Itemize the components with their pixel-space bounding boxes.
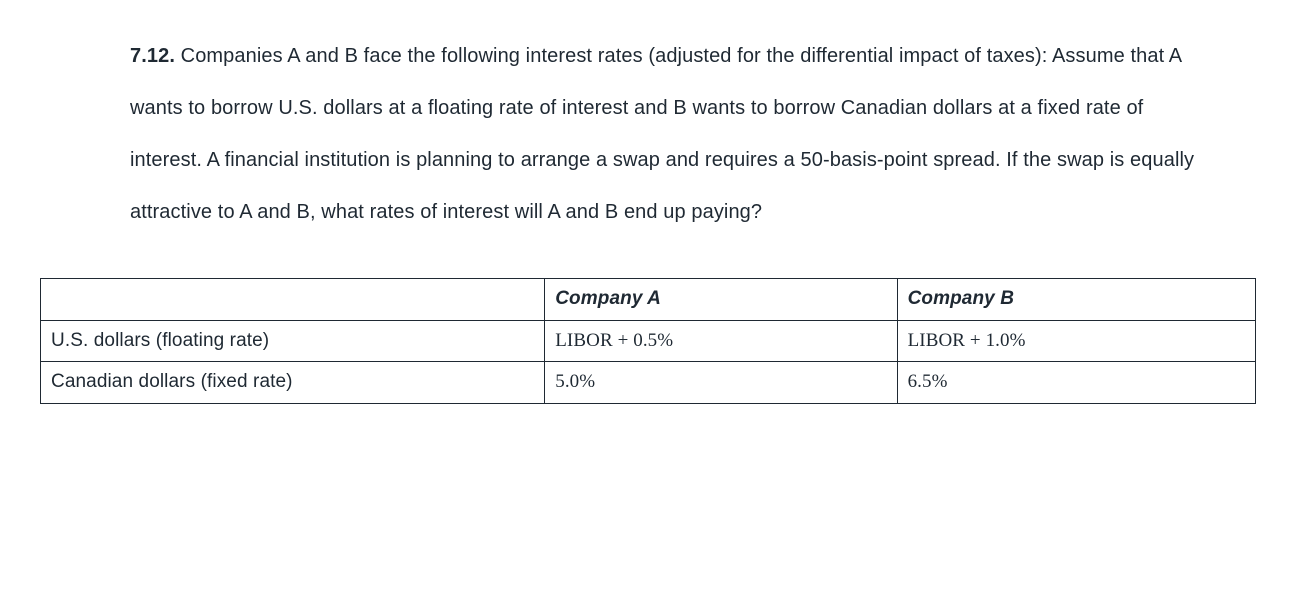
column-header-company-a: Company A [545,279,897,321]
table-header-row: Company A Company B [41,279,1256,321]
question-text: Companies A and B face the following int… [130,45,1194,223]
rate-usd-company-b: LIBOR + 1.0% [897,320,1255,362]
question-paragraph: 7.12. Companies A and B face the followi… [130,30,1220,238]
row-label-usd: U.S. dollars (floating rate) [41,320,545,362]
table-corner-cell [41,279,545,321]
question-number: 7.12. [130,45,175,67]
table-row: Canadian dollars (fixed rate) 5.0% 6.5% [41,362,1256,404]
row-label-cad: Canadian dollars (fixed rate) [41,362,545,404]
rate-cad-company-b: 6.5% [897,362,1255,404]
rate-usd-company-a: LIBOR + 0.5% [545,320,897,362]
column-header-company-b: Company B [897,279,1255,321]
table-row: U.S. dollars (floating rate) LIBOR + 0.5… [41,320,1256,362]
rate-cad-company-a: 5.0% [545,362,897,404]
interest-rates-table: Company A Company B U.S. dollars (floati… [40,278,1256,404]
